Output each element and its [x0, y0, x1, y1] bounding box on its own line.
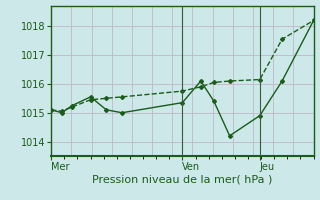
X-axis label: Pression niveau de la mer( hPa ): Pression niveau de la mer( hPa ): [92, 174, 273, 184]
